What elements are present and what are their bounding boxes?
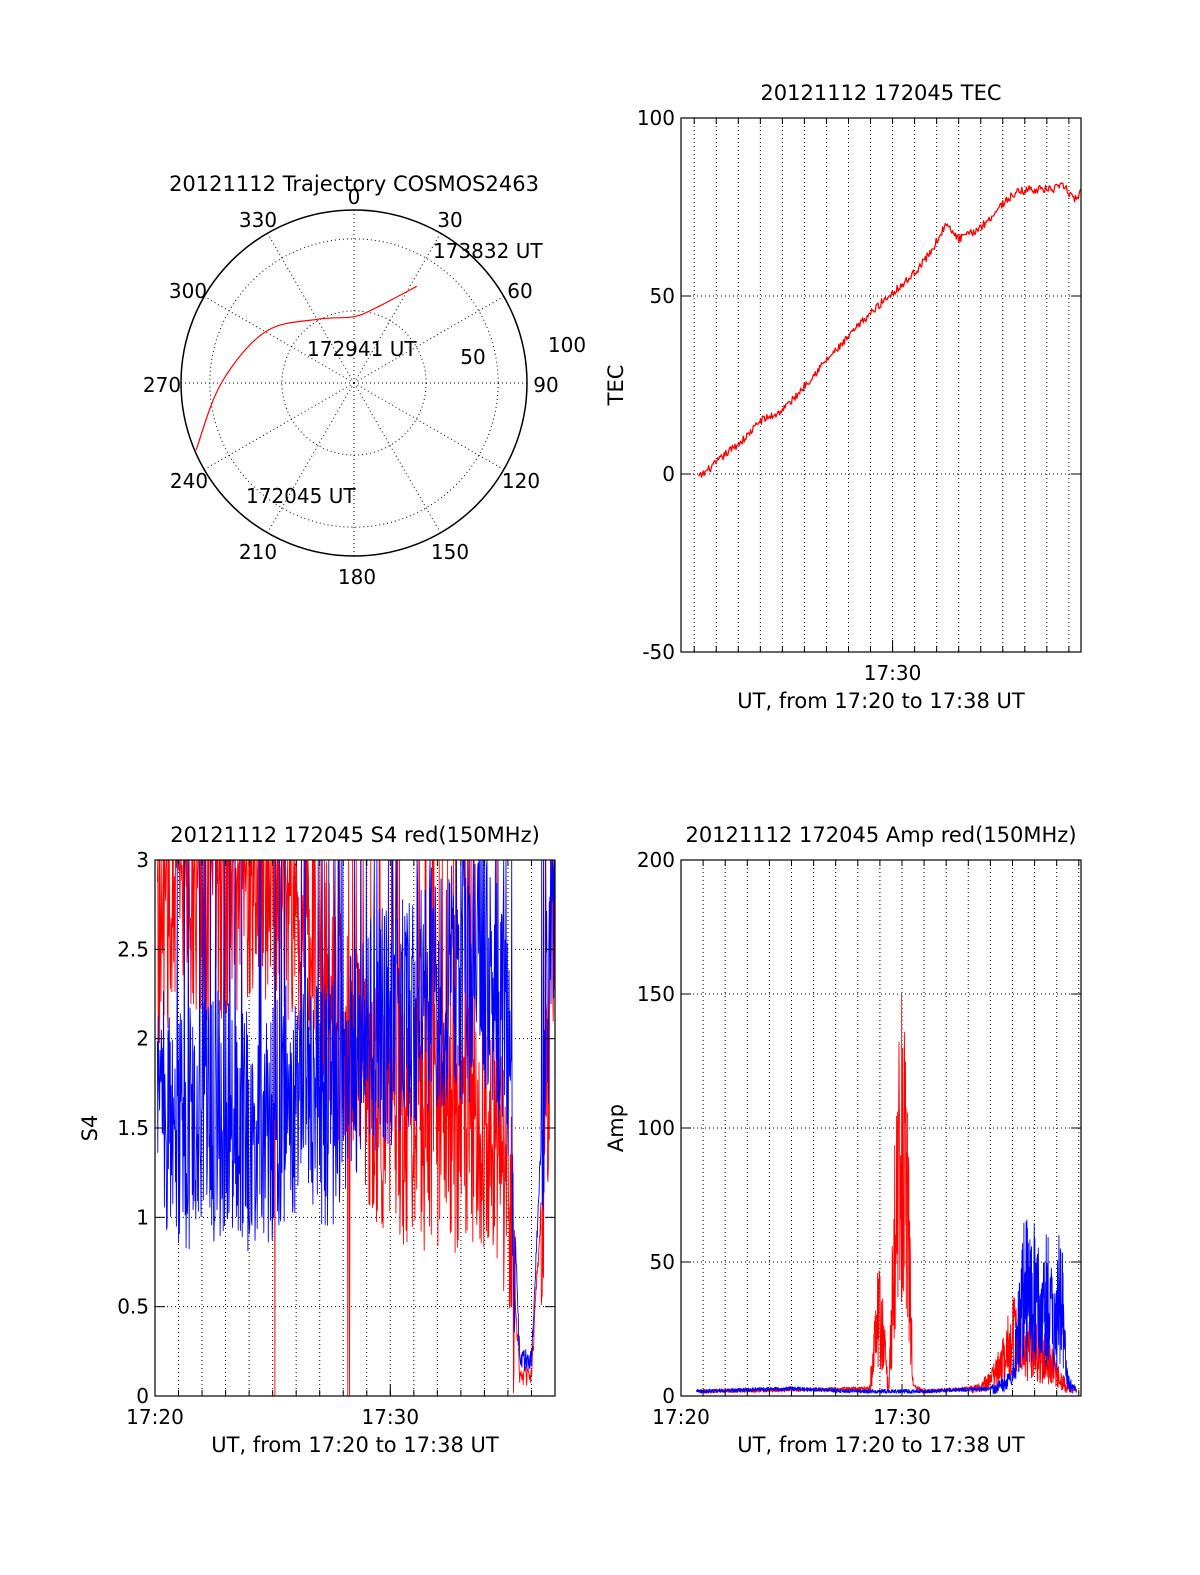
- tec-ytick-label: 50: [650, 284, 675, 308]
- s4-series-line: [156, 859, 556, 1371]
- polar-time-annotation: 172045 UT: [246, 484, 356, 508]
- polar-spoke: [353, 296, 505, 384]
- s4-xtick-label: 17:30: [361, 1405, 419, 1429]
- amp-ytick-label: 50: [650, 1250, 675, 1274]
- tec-ytick-label: -50: [642, 640, 675, 664]
- tec-title: 20121112 172045 TEC: [760, 81, 1001, 105]
- polar-trajectory-line: [195, 285, 418, 451]
- polar-ring: [209, 238, 499, 528]
- trajectory-polar-chart: 0 30 60 90 120 150 180 210 240 270 300 330 50 100 1738…: [143, 172, 586, 589]
- amp-xtick-label: 17:20: [652, 1405, 710, 1429]
- polar-spoke: [353, 382, 441, 534]
- tec-xtick-label: 17:30: [864, 661, 922, 685]
- polar-azimuth-label: 270: [143, 373, 181, 397]
- polar-outer-circle: [180, 209, 528, 557]
- amp-xtick-label: 17:30: [873, 1405, 931, 1429]
- s4-ytick-label: 2.5: [117, 937, 149, 961]
- tec-ytick-label: 0: [662, 462, 675, 486]
- polar-time-annotation: 172941 UT: [307, 337, 417, 361]
- tec-ylabel: TEC: [604, 365, 628, 407]
- s4-ytick-label: 0.5: [117, 1295, 149, 1319]
- amp-xlabel: UT, from 17:20 to 17:38 UT: [737, 1433, 1025, 1457]
- amp-ytick-label: 200: [637, 848, 675, 872]
- amp-series-line: [696, 1219, 1077, 1395]
- amp-ylabel: Amp: [604, 1104, 628, 1152]
- s4-ytick-label: 2: [136, 1027, 149, 1051]
- polar-azimuth-label: 180: [338, 565, 376, 589]
- polar-spoke: [267, 382, 355, 534]
- polar-spoke: [267, 232, 355, 384]
- amp-ytick-label: 150: [637, 982, 675, 1006]
- polar-spoke: [203, 382, 355, 470]
- polar-title: 20121112 Trajectory COSMOS2463: [169, 172, 539, 196]
- polar-azimuth-label: 210: [239, 540, 277, 564]
- s4-chart: 0 0.5 1 1.5 2 2.5 3 17:20 17:30 20121112 172045 S…: [78, 823, 556, 1457]
- polar-azimuth-label: 90: [533, 373, 558, 397]
- amp-chart: 0 50 100 150 200 17:20 17:30 20121112 172045 Am…: [604, 823, 1082, 1457]
- polar-spoke: [353, 232, 441, 384]
- tec-grid: [681, 118, 1081, 652]
- s4-xlabel: UT, from 17:20 to 17:38 UT: [211, 1433, 499, 1457]
- polar-azimuth-label: 0: [348, 185, 361, 209]
- tec-ytick-label: 100: [637, 106, 675, 130]
- polar-azimuth-label: 150: [431, 540, 469, 564]
- tec-chart: -50 0 50 100 17:30 20121112 172045 TEC UT, fro…: [604, 81, 1082, 713]
- polar-azimuth-label: 30: [437, 208, 462, 232]
- polar-azimuth-label: 120: [502, 469, 540, 493]
- amp-title: 20121112 172045 Amp red(150MHz): [685, 823, 1076, 847]
- polar-azimuth-label: 330: [239, 208, 277, 232]
- tec-plot-frame: [680, 117, 1082, 653]
- s4-ytick-label: 0: [136, 1384, 149, 1408]
- s4-ytick-label: 1.5: [117, 1116, 149, 1140]
- s4-title: 20121112 172045 S4 red(150MHz): [170, 823, 540, 847]
- polar-azimuth-label: 300: [169, 279, 207, 303]
- amp-ytick-label: 100: [637, 1116, 675, 1140]
- s4-xtick-label: 17:20: [126, 1405, 184, 1429]
- polar-azimuth-label: 240: [170, 469, 208, 493]
- tec-series-line: [698, 182, 1082, 478]
- s4-ylabel: S4: [78, 1115, 102, 1142]
- s4-ytick-label: 3: [136, 848, 149, 872]
- polar-azimuth-label: 60: [507, 279, 532, 303]
- amp-ytick-label: 0: [662, 1384, 675, 1408]
- tec-xlabel: UT, from 17:20 to 17:38 UT: [737, 689, 1025, 713]
- polar-ring-label: 50: [460, 345, 485, 369]
- polar-time-annotation: 173832 UT: [433, 239, 543, 263]
- polar-ring-label: 100: [548, 333, 586, 357]
- polar-ring: [281, 310, 427, 456]
- s4-ytick-label: 1: [136, 1205, 149, 1229]
- polar-spoke: [353, 382, 505, 470]
